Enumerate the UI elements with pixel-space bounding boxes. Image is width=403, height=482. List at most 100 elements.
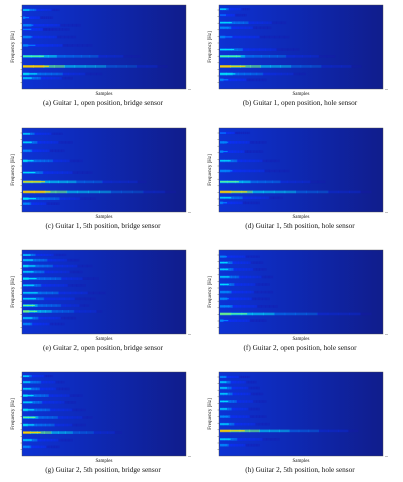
spectrogram-band-segment: [230, 26, 236, 30]
spectrogram-band-segment: [261, 275, 266, 279]
spectrogram-band-segment: [62, 253, 67, 257]
spectrogram-band-segment: [338, 312, 350, 316]
spectrogram-band-segment: [119, 180, 130, 184]
spectrogram-band-segment: [227, 26, 232, 30]
spectrogram-band-segment: [226, 141, 231, 144]
y-axis-label: Frequency [Hz]: [208, 154, 213, 186]
spectrogram-band-segment: [37, 401, 43, 404]
spectrogram-band-segment: [64, 291, 71, 295]
spectrogram-band-segment: [246, 415, 251, 418]
spectrogram-band-segment: [96, 72, 103, 76]
spectrogram-band-segment: [58, 423, 64, 427]
spectrogram-band-segment: [30, 8, 34, 12]
spectrogram-band-segment: [259, 150, 264, 153]
spectrogram-band-segment: [258, 422, 263, 426]
spectrogram-band-segment: [306, 190, 318, 194]
spectrogram-band-peak: [23, 203, 30, 205]
spectrogram-band-segment: [48, 132, 52, 135]
spectrogram-band-segment: [49, 401, 54, 404]
spectrogram-band-segment: [56, 8, 60, 12]
spectrogram-band-segment: [252, 26, 257, 30]
spectrogram-band-segment: [42, 44, 49, 47]
spectrogram-background: [218, 371, 384, 457]
spectrogram-band-segment: [243, 380, 247, 384]
spectrogram-band-segment: [28, 202, 32, 205]
spectrogram-band-segment: [250, 392, 255, 396]
spectrogram-band-segment: [256, 415, 260, 418]
spectrogram-band-segment: [67, 401, 73, 404]
spectrogram-band-segment: [262, 78, 267, 82]
spectrogram-background: [218, 4, 384, 90]
spectrogram-band-segment: [242, 319, 247, 322]
spectrogram-band-segment: [250, 443, 255, 447]
spectrogram-band-segment: [226, 319, 231, 322]
spectrogram-band-segment: [247, 131, 251, 135]
spectrogram-band-segment: [40, 149, 45, 153]
spectrogram-band-segment: [31, 380, 36, 384]
spectrogram-band-segment: [67, 171, 73, 174]
spectrogram-band-segment: [73, 72, 80, 76]
spectrogram-band-segment: [250, 201, 255, 205]
spectrogram-band-segment: [77, 270, 83, 274]
spectrogram-band-segment: [237, 196, 243, 200]
spectrogram-band-peak: [220, 202, 228, 204]
spectrogram-band-segment: [262, 283, 267, 286]
spectrogram-band-segment: [41, 445, 45, 449]
spectrogram-band-segment: [269, 35, 275, 39]
spectrogram-band-segment: [235, 380, 239, 384]
spectrogram-band-peak: [23, 317, 33, 319]
spectrogram-band-segment: [284, 312, 297, 316]
spectrogram-band-segment: [50, 16, 54, 19]
spectrogram-band-segment: [41, 16, 45, 19]
spectrogram-band-segment: [47, 171, 54, 174]
spectrogram-band-segment: [234, 290, 240, 294]
spectrogram-band-segment: [245, 201, 249, 205]
spectrogram-band-segment: [264, 48, 272, 51]
spectrogram-band-segment: [58, 438, 63, 442]
spectrogram-band-segment: [259, 392, 264, 396]
spectrogram-band-segment: [84, 65, 96, 68]
spectrogram-band-segment: [229, 400, 234, 403]
spectrogram-band-segment: [114, 431, 122, 434]
spectrogram-band-segment: [58, 284, 64, 287]
spectrogram-band-segment: [131, 190, 144, 194]
spectrogram-band-peak: [23, 298, 36, 300]
spectrogram-band-segment: [252, 55, 262, 58]
spectrogram-band-segment: [236, 438, 242, 441]
spectrogram-band-segment: [267, 26, 272, 30]
spectrogram-band-segment: [248, 255, 252, 258]
spectrogram-band-segment: [234, 13, 238, 17]
spectrogram-band-segment: [68, 438, 73, 442]
spectrogram-band-segment: [49, 380, 53, 384]
spectrogram-band-segment: [277, 196, 283, 200]
spectrogram-band-segment: [242, 386, 246, 390]
spectrogram-band-segment: [233, 400, 237, 403]
spectrogram-band-segment: [29, 387, 34, 391]
spectrogram-band-peak: [220, 444, 228, 446]
spectrogram-band-segment: [243, 131, 246, 135]
spectrogram-band-segment: [31, 408, 37, 412]
spectrogram-band-segment: [35, 270, 41, 274]
x-axis-label: Samples: [293, 337, 310, 342]
spectrogram-band-segment: [136, 65, 148, 68]
spectrogram-band-segment: [245, 26, 250, 30]
spectrogram-band-segment: [55, 23, 61, 27]
spectrogram-band-segment: [226, 392, 230, 396]
spectrogram-band-segment: [72, 55, 82, 58]
spectrogram-band-segment: [261, 305, 266, 308]
spectrogram-band-segment: [48, 16, 52, 19]
spectrogram-band-segment: [241, 261, 245, 264]
figure-caption: (b) Guitar 1, open position, hole sensor: [242, 98, 358, 107]
spectrogram-band-segment: [59, 132, 63, 135]
spectrogram-band-segment: [253, 386, 258, 390]
spectrogram-band-segment: [75, 291, 83, 295]
spectrogram-band-segment: [290, 65, 302, 68]
spectrogram-band-segment: [45, 387, 50, 391]
spectrogram-band-segment: [236, 48, 244, 51]
spectrogram-plot: Frequency [Hz] Samples: [8, 370, 198, 464]
figure-caption: (d) Guitar 1, 5th position, hole sensor: [245, 221, 355, 230]
spectrogram-band-segment: [37, 375, 41, 378]
spectrogram-background: [218, 249, 384, 335]
spectrogram-band-segment: [238, 392, 242, 396]
spectrogram-band-segment: [44, 141, 49, 144]
